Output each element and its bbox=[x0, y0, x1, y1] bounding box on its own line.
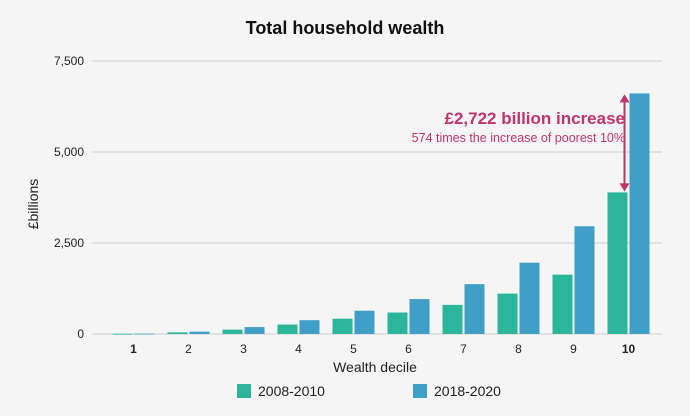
bar-2008-2010-decile-9 bbox=[552, 274, 573, 334]
bar-2008-2010-decile-2 bbox=[167, 332, 188, 334]
bar-2018-2020-decile-1 bbox=[134, 333, 155, 335]
annotation: £2,722 billion increase 574 times the in… bbox=[412, 94, 630, 192]
x-tick-label: 10 bbox=[622, 342, 636, 356]
bar-2018-2020-decile-4 bbox=[299, 320, 320, 334]
x-tick-label: 5 bbox=[350, 342, 357, 356]
chart-title: Total household wealth bbox=[246, 18, 445, 38]
legend: 2008-2010 2018-2020 bbox=[237, 383, 501, 399]
y-axis-ticks: 0 2,500 5,000 7,500 bbox=[54, 54, 84, 341]
bar-2018-2020-decile-9 bbox=[574, 226, 595, 334]
bar-2018-2020-decile-6 bbox=[409, 299, 430, 334]
x-tick-label: 1 bbox=[130, 342, 137, 356]
x-tick-label: 7 bbox=[460, 342, 467, 356]
bar-2018-2020-decile-7 bbox=[464, 284, 485, 334]
y-tick-label: 0 bbox=[77, 327, 84, 341]
bar-2008-2010-decile-10 bbox=[607, 192, 628, 334]
bar-2018-2020-decile-3 bbox=[244, 327, 265, 334]
bar-2018-2020-decile-10 bbox=[629, 93, 650, 335]
bar-2008-2010-decile-3 bbox=[222, 329, 243, 334]
bar-2008-2010-decile-6 bbox=[387, 312, 408, 334]
x-tick-label: 4 bbox=[295, 342, 302, 356]
legend-label: 2008-2010 bbox=[258, 383, 325, 399]
x-tick-label: 8 bbox=[515, 342, 522, 356]
bar-2008-2010-decile-7 bbox=[442, 304, 463, 334]
legend-swatch bbox=[237, 384, 251, 398]
annotation-headline: £2,722 billion increase bbox=[445, 109, 625, 128]
annotation-arrowhead-top bbox=[619, 94, 630, 103]
bars bbox=[112, 93, 650, 335]
legend-swatch bbox=[413, 384, 427, 398]
x-tick-label: 3 bbox=[240, 342, 247, 356]
y-tick-label: 2,500 bbox=[54, 236, 84, 250]
bar-2008-2010-decile-4 bbox=[277, 324, 298, 334]
bar-2018-2020-decile-5 bbox=[354, 310, 375, 334]
y-tick-label: 5,000 bbox=[54, 145, 84, 159]
bar-2018-2020-decile-8 bbox=[519, 262, 540, 334]
x-axis-label: Wealth decile bbox=[333, 359, 417, 375]
x-axis-ticks: 1 2 3 4 5 6 7 8 9 10 bbox=[130, 342, 635, 356]
bar-2018-2020-decile-2 bbox=[189, 331, 210, 334]
legend-label: 2018-2020 bbox=[434, 383, 501, 399]
x-tick-label: 6 bbox=[405, 342, 412, 356]
annotation-subtext: 574 times the increase of poorest 10% bbox=[412, 131, 625, 145]
bar-2008-2010-decile-5 bbox=[332, 318, 353, 334]
y-axis-label: £billions bbox=[25, 179, 41, 230]
bar-2008-2010-decile-8 bbox=[497, 293, 518, 334]
x-tick-label: 9 bbox=[570, 342, 577, 356]
x-tick-label: 2 bbox=[185, 342, 192, 356]
annotation-arrowhead-bottom bbox=[619, 183, 630, 192]
y-tick-label: 7,500 bbox=[54, 54, 84, 68]
bar-2008-2010-decile-1 bbox=[112, 333, 133, 335]
